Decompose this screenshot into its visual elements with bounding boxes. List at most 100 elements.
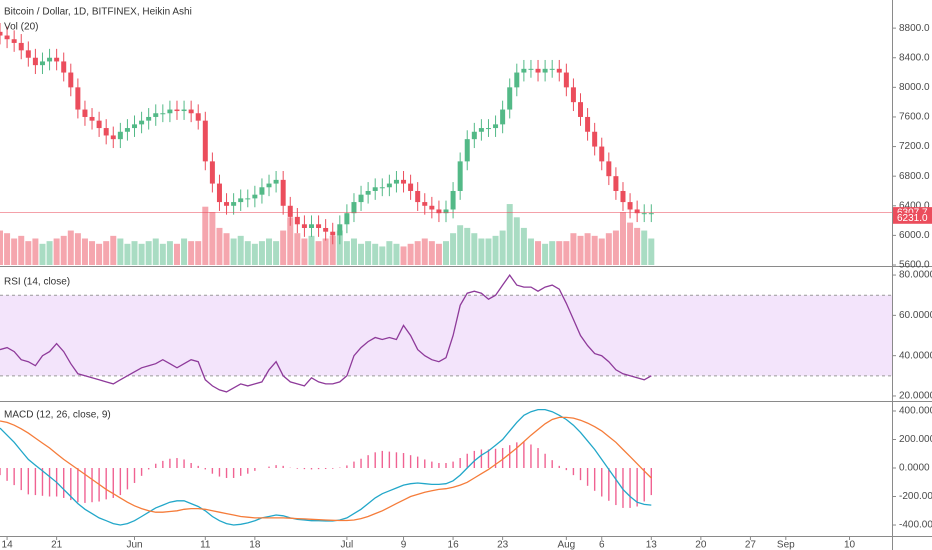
volume-bar [542,243,549,265]
volume-bar [577,235,584,265]
volume-bar [89,241,96,265]
volume-bar [39,243,46,265]
candle-body [224,202,230,206]
candle-body [323,227,329,232]
volume-bar [329,235,336,265]
y-tick-label: 7600.0 [899,112,930,123]
volume-bar [627,222,634,265]
volume-bar [280,230,287,265]
volume-bar [195,241,202,265]
volume-bar [188,241,195,265]
volume-bar [223,233,230,265]
volume-bar [209,212,216,265]
volume-bar [244,241,251,265]
candle-body [308,224,314,228]
candle-body [521,68,527,73]
candle-body [82,109,88,117]
candle-body [365,190,371,195]
volume-bar [46,241,53,265]
candle-body [507,87,513,110]
line-series [0,408,652,526]
volume-bar [478,238,485,265]
x-tick-label: Jul [340,540,353,550]
volume-bar [159,243,166,265]
candle-body [96,120,102,129]
price-tag-label: 6307.7 [897,207,928,218]
volume-bar [166,241,173,265]
volume-bar [365,241,372,265]
candle-body [372,187,378,191]
candle-body [287,205,293,217]
y-tick-label: 20.0000 [899,391,932,402]
volume-bar [535,241,542,265]
candle-body [592,131,598,147]
volume-bar [202,206,209,265]
volume-bar [372,243,379,265]
candle-body [585,116,591,132]
candle-body [358,194,364,203]
y-tick-label: 60.0000 [899,310,932,321]
candle-body [570,87,576,103]
volume-bar [11,238,18,265]
line-series [0,416,652,522]
candle-body [401,179,407,184]
candle-body [443,209,449,214]
volume-bar [619,212,626,265]
x-tick-label: 23 [497,540,509,550]
candle-body [457,161,463,191]
x-tick-label: Jun [126,540,142,550]
volume-bar [266,238,273,265]
volume-bar [450,233,457,265]
y-tick-label: 200.0000 [899,434,932,445]
volume-bar [485,238,492,265]
candle-body [627,202,633,210]
volume-bar [181,238,188,265]
x-tick-label: 21 [51,540,63,550]
back-layer [0,204,892,377]
candle-body [174,109,180,112]
volume-bar [131,241,138,265]
candle-body [351,202,357,214]
volume-bar [414,241,421,265]
volume-bar [648,238,655,265]
candle-body [181,109,187,112]
candle-body [280,179,286,206]
candle-body [648,213,654,215]
candle-body [273,179,279,184]
candle-body [556,68,562,73]
candle-body [117,131,123,140]
price-tag [893,212,932,224]
x-tick-label: 9 [401,540,407,550]
front-layer: 5600.0 6000.0 6400.0 6800.0 7200.0 7600.0 8000… [0,23,932,550]
candle-body [563,72,569,88]
x-tick-label: 14 [2,540,14,550]
candle-body [11,39,17,43]
volume-bar [287,217,294,265]
candle-body [266,183,272,188]
x-tick-label: 6 [599,540,605,550]
candle-body [259,187,265,195]
volume-bar [443,241,449,265]
candle-body [18,42,24,51]
rsi-band [0,295,892,376]
volume-bar [173,243,180,265]
candle-body [599,146,605,162]
candle-body [252,194,258,199]
candle-body [549,68,555,70]
x-tick-label: 27 [745,540,757,550]
candle-body [153,113,159,117]
candle-body [606,161,612,177]
volume-bar [315,241,322,265]
volume-bar [421,238,428,265]
volume-bar [407,243,414,265]
volume-bar [393,243,400,265]
candle-body [429,205,435,210]
volume-bar [499,230,506,265]
x-tick-label: 13 [646,540,658,550]
rsi-title: RSI (14, close) [4,277,70,288]
x-tick-label: 11 [200,540,211,550]
volume-bar [379,246,386,265]
y-tick-label: 7200.0 [899,141,930,152]
volume-bar [81,238,88,265]
y-tick-label: 40.0000 [899,350,932,361]
